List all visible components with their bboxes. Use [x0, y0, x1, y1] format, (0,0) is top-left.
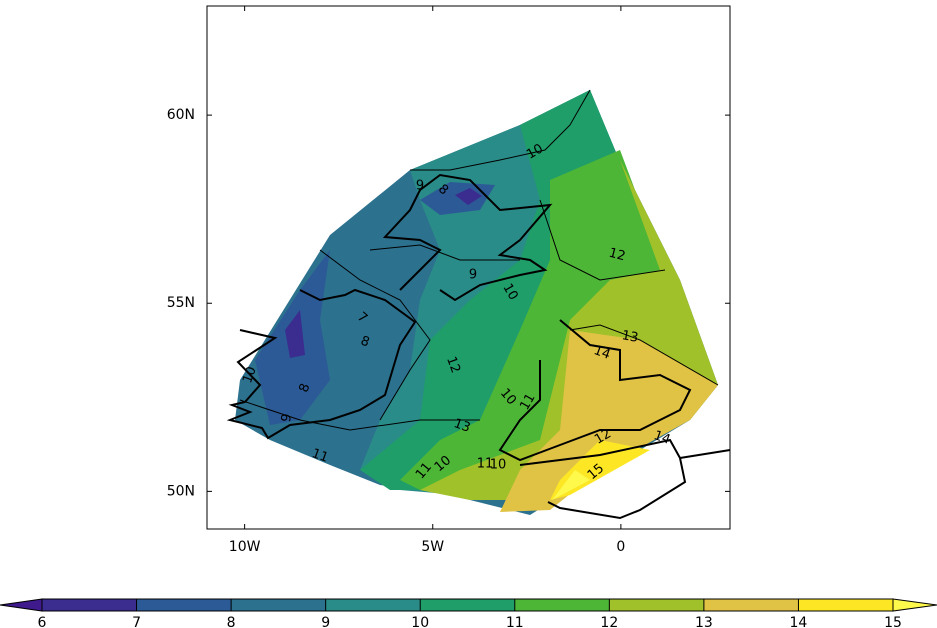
contour-label: 10: [490, 458, 507, 473]
band-6-7: [285, 310, 305, 358]
x-tick-label: 0: [616, 539, 625, 555]
colorbar-segment: [514, 599, 610, 611]
contour-label: 12: [443, 355, 463, 376]
isoline: [319, 249, 431, 421]
colorbar-tick-label: 14: [790, 615, 808, 628]
colorbar-tick-label: 10: [411, 615, 429, 628]
x-tick-label: 5W: [421, 539, 444, 555]
contour-label: 9: [469, 268, 477, 283]
colorbar-tick-label: 8: [227, 615, 236, 628]
band-7-8-b: [420, 182, 495, 215]
contour-label: 12: [607, 246, 627, 265]
contour-label: 9: [416, 179, 424, 194]
contour-label: 9: [279, 413, 295, 424]
contour-label: 13: [452, 416, 473, 436]
coastline: [679, 449, 731, 459]
colorbar-segment: [42, 599, 137, 611]
contour-label: 10: [240, 365, 260, 386]
colorbar-tick-label: 13: [695, 615, 713, 628]
band-6-7-b: [455, 188, 482, 205]
x-tick-label: 10W: [229, 539, 261, 555]
isoline: [410, 89, 591, 171]
contour-label: 11: [310, 446, 331, 466]
isolines: [239, 89, 719, 431]
isoline: [369, 244, 520, 261]
colorbar-tick-label: 11: [506, 615, 524, 628]
coastlines: [226, 173, 731, 520]
contour-label: 10: [499, 281, 520, 303]
colorbar-segment: [231, 599, 326, 611]
contour-fills: [235, 90, 718, 515]
colorbar-segment: [420, 599, 515, 611]
contour-label: 14: [652, 428, 673, 448]
contour-label: 11: [517, 391, 538, 413]
band-13-14: [500, 330, 718, 512]
colorbar-segment: [136, 599, 232, 611]
coastline: [519, 438, 687, 520]
map-frame: [206, 5, 731, 530]
coastline: [498, 319, 692, 462]
isoline: [569, 324, 719, 386]
colorbar-segment: [798, 599, 893, 611]
colorbar-under: [0, 598, 43, 612]
y-tick-label: 50N: [167, 483, 195, 499]
colorbar-tick-label: 9: [321, 615, 330, 628]
colorbar-over: [892, 598, 937, 612]
isoline: [239, 399, 480, 431]
contour-label: 14: [592, 343, 613, 363]
contour-label: 13: [621, 328, 640, 346]
colorbar-tick-label: 12: [600, 615, 618, 628]
coastline: [382, 173, 553, 302]
colorbar-segment: [609, 599, 704, 611]
colorbar-segment: [325, 599, 421, 611]
contour-label: 12: [592, 426, 614, 447]
band-over-15: [552, 470, 590, 500]
isoline: [539, 199, 666, 281]
contour-label: 11: [477, 457, 494, 472]
contour-label: 10: [524, 141, 546, 162]
coastline: [226, 288, 417, 440]
y-tick-label: 55N: [167, 295, 195, 311]
colorbar-tick-label: 6: [38, 615, 47, 628]
colorbar-tick-label: 7: [132, 615, 141, 628]
colorbar-tick-label: 15: [884, 615, 902, 628]
band-11-12: [400, 150, 665, 490]
y-tick-label: 60N: [167, 107, 195, 123]
colorbar-segment: [703, 599, 799, 611]
